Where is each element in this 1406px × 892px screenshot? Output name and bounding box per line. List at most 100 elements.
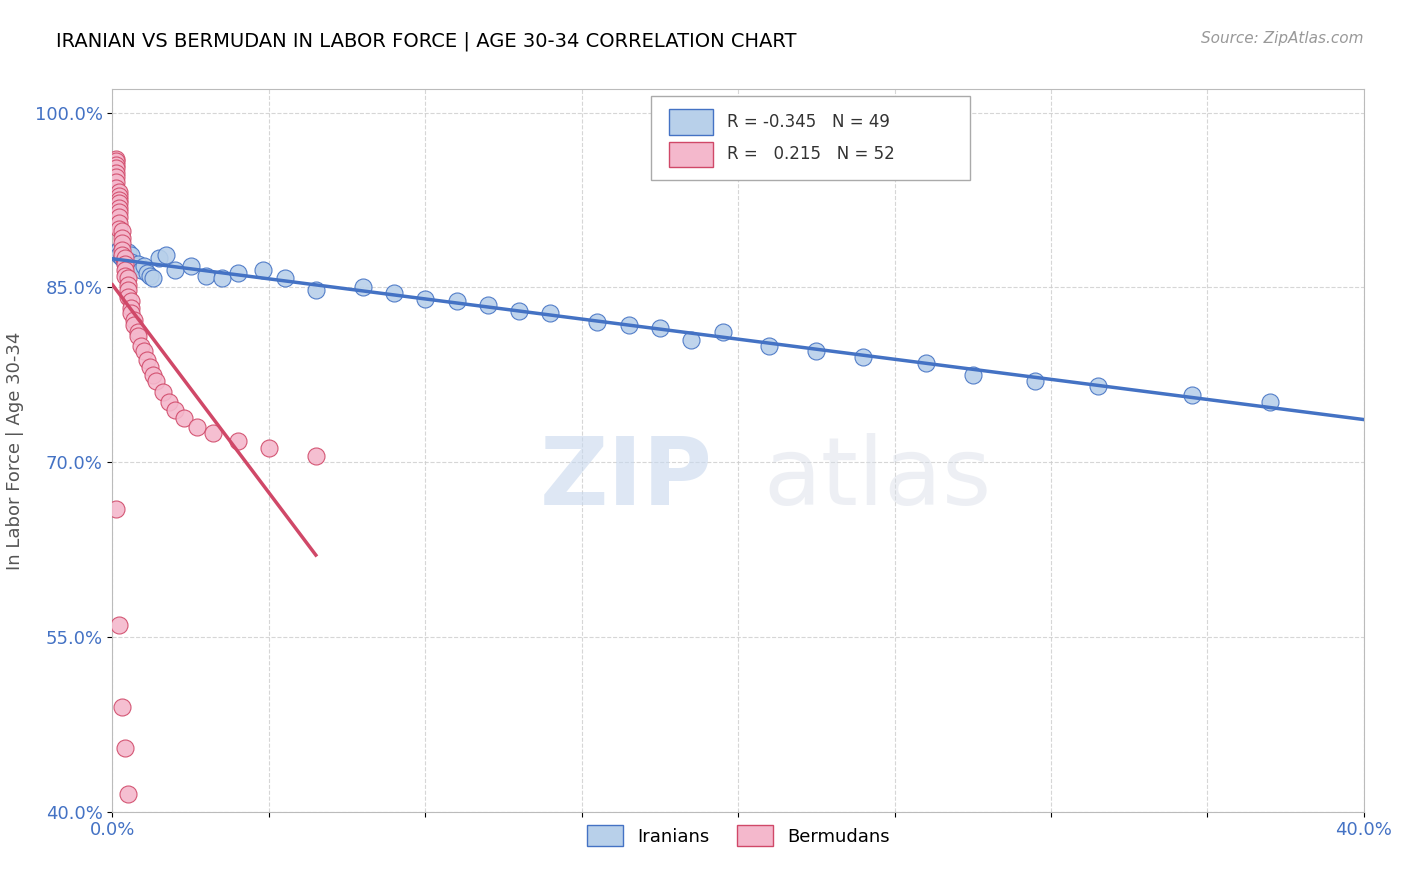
Point	[107, 185, 129, 199]
Point	[104, 245, 127, 260]
Point	[446, 294, 468, 309]
Point	[104, 176, 127, 190]
Point	[117, 271, 139, 285]
Point	[120, 306, 142, 320]
Point	[617, 318, 640, 332]
Point	[114, 254, 136, 268]
Legend: Iranians, Bermudans: Iranians, Bermudans	[579, 818, 897, 854]
Point	[415, 292, 437, 306]
Point	[117, 283, 139, 297]
FancyBboxPatch shape	[669, 142, 713, 167]
Point	[586, 315, 609, 329]
Point	[104, 166, 127, 180]
Point	[117, 290, 139, 304]
Text: IRANIAN VS BERMUDAN IN LABOR FORCE | AGE 30-34 CORRELATION CHART: IRANIAN VS BERMUDAN IN LABOR FORCE | AGE…	[56, 31, 797, 51]
Point	[107, 201, 129, 215]
Text: R =   0.215   N = 52: R = 0.215 N = 52	[727, 145, 894, 163]
Y-axis label: In Labor Force | Age 30-34: In Labor Force | Age 30-34	[6, 331, 24, 570]
Point	[135, 266, 157, 280]
Point	[120, 254, 142, 268]
Point	[120, 301, 142, 316]
Point	[139, 359, 162, 374]
Point	[107, 204, 129, 219]
Point	[1258, 394, 1281, 409]
Text: atlas: atlas	[763, 434, 991, 525]
Point	[114, 268, 136, 283]
FancyBboxPatch shape	[651, 96, 970, 179]
Point	[117, 245, 139, 260]
Point	[1087, 379, 1109, 393]
Point	[107, 618, 129, 632]
Point	[157, 394, 180, 409]
Text: ZIP: ZIP	[540, 434, 713, 525]
Point	[142, 368, 165, 382]
Point	[107, 196, 129, 211]
Point	[107, 189, 129, 203]
Point	[1181, 387, 1204, 401]
Point	[107, 216, 129, 230]
Point	[163, 402, 186, 417]
Point	[711, 325, 734, 339]
Text: Source: ZipAtlas.com: Source: ZipAtlas.com	[1201, 31, 1364, 46]
Point	[111, 224, 134, 238]
Point	[111, 235, 134, 250]
Point	[129, 338, 152, 352]
Point	[142, 271, 165, 285]
Point	[127, 325, 149, 339]
Point	[305, 450, 328, 464]
Point	[111, 251, 134, 265]
Point	[114, 740, 136, 755]
Point	[173, 410, 195, 425]
Point	[104, 154, 127, 169]
Point	[120, 248, 142, 262]
Point	[104, 181, 127, 195]
Point	[129, 263, 152, 277]
Point	[127, 257, 149, 271]
Point	[152, 385, 174, 400]
Point	[382, 286, 405, 301]
Point	[145, 374, 167, 388]
Point	[352, 280, 374, 294]
Point	[135, 352, 157, 367]
Point	[477, 298, 499, 312]
Point	[114, 251, 136, 265]
Point	[195, 268, 218, 283]
Point	[305, 283, 328, 297]
Point	[117, 787, 139, 801]
Point	[226, 434, 249, 449]
Point	[132, 344, 155, 359]
Point	[104, 152, 127, 166]
Point	[186, 420, 208, 434]
Point	[111, 699, 134, 714]
Point	[124, 260, 146, 274]
Point	[148, 251, 170, 265]
Point	[758, 338, 780, 352]
Point	[107, 248, 129, 262]
Point	[111, 248, 134, 262]
Point	[111, 243, 134, 257]
Point	[540, 306, 562, 320]
Point	[139, 268, 162, 283]
Point	[124, 318, 146, 332]
Point	[124, 313, 146, 327]
Point	[180, 260, 202, 274]
Point	[252, 263, 274, 277]
Point	[114, 253, 136, 268]
Point	[104, 161, 127, 176]
Point	[107, 193, 129, 207]
Point	[104, 158, 127, 172]
Point	[163, 263, 186, 277]
Point	[104, 501, 127, 516]
Point	[107, 243, 129, 257]
Point	[117, 277, 139, 292]
Point	[114, 263, 136, 277]
Point	[806, 344, 828, 359]
Point	[1024, 374, 1046, 388]
Point	[107, 222, 129, 236]
Point	[257, 441, 280, 455]
Point	[111, 250, 134, 264]
Point	[155, 248, 177, 262]
Point	[273, 271, 295, 285]
Point	[962, 368, 984, 382]
Point	[127, 329, 149, 343]
